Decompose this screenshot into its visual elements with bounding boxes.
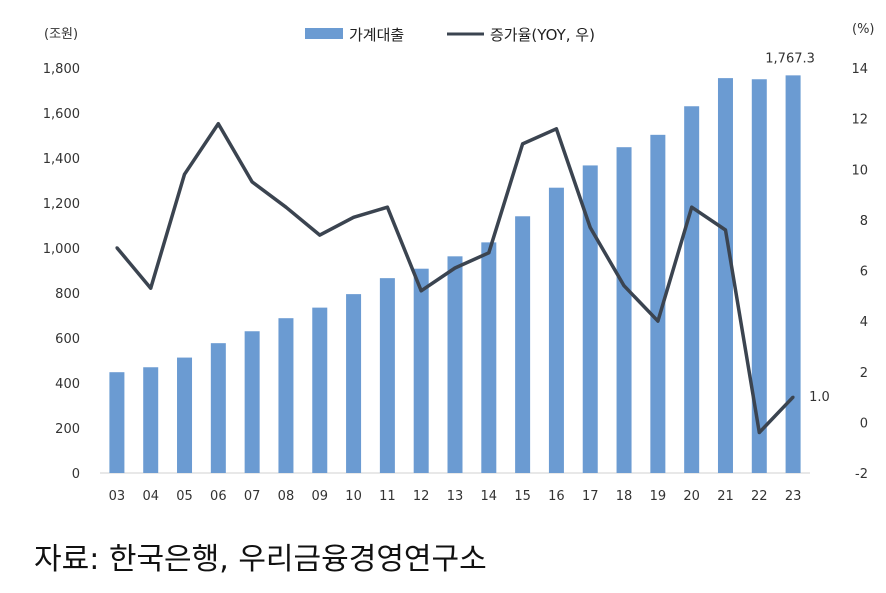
bar: [751, 79, 767, 473]
left-tick-label: 1,200: [43, 197, 80, 212]
line-point: [284, 205, 288, 209]
line-point: [521, 142, 525, 146]
bar-series: [109, 75, 801, 474]
x-axis: 03 04 05 06 07 08 09 10 11 12 13 14 15 16 17 18 19 20 21 22…: [109, 489, 802, 504]
bar: [785, 75, 801, 474]
last-bar-label: 1,767.3: [765, 51, 815, 66]
bar: [717, 78, 733, 473]
line-point: [487, 251, 491, 255]
bar: [143, 367, 159, 473]
right-tick-label: 14: [851, 62, 868, 77]
legend-label-bar: 가계대출: [349, 26, 404, 44]
right-tick-label: 6: [860, 265, 868, 280]
bar: [650, 134, 666, 473]
x-tick-label: 13: [447, 489, 464, 504]
x-tick-label: 16: [548, 489, 565, 504]
line-point: [723, 228, 727, 232]
x-tick-label: 18: [616, 489, 633, 504]
left-tick-label: 600: [55, 332, 80, 347]
legend-swatch-bar: [305, 28, 343, 39]
right-tick-label: -2: [855, 467, 868, 482]
x-tick-label: 19: [650, 489, 667, 504]
x-tick-label: 23: [785, 489, 802, 504]
left-tick-label: 1,400: [43, 152, 80, 167]
x-tick-label: 22: [751, 489, 768, 504]
line-point: [757, 431, 761, 434]
left-tick-label: 800: [55, 287, 80, 302]
bar: [548, 187, 564, 473]
bar: [515, 216, 531, 473]
left-tick-label: 200: [55, 422, 80, 437]
x-tick-label: 08: [278, 489, 295, 504]
line-point: [554, 127, 558, 131]
line-point: [250, 180, 254, 184]
line-series: [115, 121, 795, 435]
right-tick-label: 12: [851, 113, 868, 128]
x-tick-label: 07: [244, 489, 261, 504]
left-tick-label: 1,600: [43, 107, 80, 122]
bar: [278, 318, 294, 473]
line-point: [216, 122, 220, 126]
x-tick-label: 14: [481, 489, 498, 504]
x-tick-label: 06: [210, 489, 227, 504]
last-point-label: 1.0: [809, 390, 830, 405]
left-axis-unit: (조원): [44, 27, 78, 42]
bar: [481, 242, 497, 473]
bar: [684, 106, 700, 473]
chart: (조원) (%) 가계대출 증가율(YOY, 우) 02004006008001…: [43, 22, 875, 504]
right-tick-label: 2: [860, 366, 868, 381]
x-tick-label: 17: [582, 489, 599, 504]
bar: [616, 147, 632, 473]
bar: [210, 343, 226, 473]
bar: [413, 268, 429, 473]
bar: [312, 307, 328, 473]
bar: [379, 278, 395, 473]
x-tick-label: 10: [345, 489, 362, 504]
right-tick-label: 0: [860, 416, 868, 431]
left-tick-label: 1,800: [43, 62, 80, 77]
left-tick-label: 1,000: [43, 242, 80, 257]
right-tick-label: 4: [860, 315, 868, 330]
right-axis-unit: (%): [852, 22, 875, 37]
line-point: [453, 266, 457, 270]
x-tick-label: 05: [176, 489, 193, 504]
x-tick-label: 20: [683, 489, 700, 504]
right-axis: -2 0 2 4 6 8 10 12 14: [851, 62, 868, 482]
line-point: [183, 172, 187, 176]
right-tick-label: 10: [851, 163, 868, 178]
x-tick-label: 12: [413, 489, 430, 504]
left-tick-label: 400: [55, 377, 80, 392]
x-tick-label: 09: [311, 489, 328, 504]
line-point: [318, 233, 322, 237]
left-axis: 0 200 400 600 800 1,000 1,200 1,400 1,600 1,800: [43, 62, 80, 482]
bar: [582, 165, 598, 474]
bar: [177, 357, 193, 473]
legend-label-line: 증가율(YOY, 우): [490, 26, 595, 44]
source-note: 자료: 한국은행, 우리금융경영연구소: [34, 542, 487, 577]
legend: 가계대출 증가율(YOY, 우): [305, 26, 595, 44]
left-tick-label: 0: [72, 467, 80, 482]
bar: [244, 331, 260, 473]
line-point: [622, 284, 626, 288]
line-point: [352, 215, 356, 219]
line-point: [656, 319, 660, 323]
data-labels: 1,767.3 1.0: [765, 51, 830, 405]
line-point: [115, 246, 119, 250]
x-tick-label: 21: [717, 489, 734, 504]
line-point: [690, 205, 694, 209]
line-point: [385, 205, 389, 209]
line-point: [588, 225, 592, 229]
bar: [447, 256, 463, 473]
bar: [346, 294, 362, 473]
right-tick-label: 8: [860, 214, 868, 229]
x-tick-label: 15: [514, 489, 531, 504]
line-point: [419, 289, 423, 293]
bar: [109, 372, 125, 473]
x-tick-label: 11: [379, 489, 396, 504]
line-point: [149, 286, 153, 290]
x-tick-label: 04: [142, 489, 159, 504]
line-point: [791, 395, 795, 399]
x-tick-label: 03: [109, 489, 126, 504]
